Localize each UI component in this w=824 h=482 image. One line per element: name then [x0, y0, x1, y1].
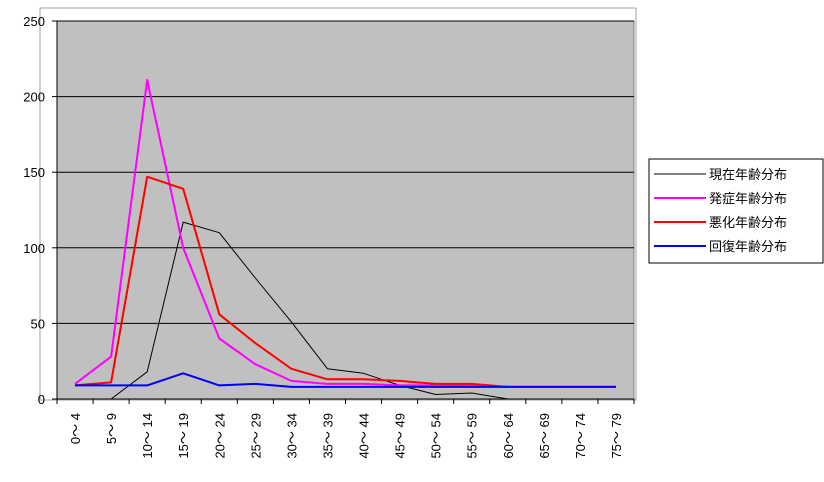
legend-label: 回復年齢分布	[709, 239, 787, 255]
y-tick-label: 0	[38, 392, 45, 407]
y-tick-label: 250	[23, 14, 45, 29]
chart-border	[39, 7, 637, 401]
x-tick-label: 5～ 9	[104, 413, 119, 444]
x-tick-label: 10～ 14	[140, 413, 155, 459]
x-tick-label: 60～ 64	[501, 413, 516, 459]
x-tick-label: 25～ 29	[248, 413, 263, 459]
x-tick-label: 30～ 34	[284, 413, 299, 459]
series-line-4	[75, 372, 616, 388]
y-tick-label: 50	[31, 316, 45, 331]
x-tick-label: 20～ 24	[212, 413, 227, 459]
plot-area	[56, 20, 635, 400]
x-tick-label: 35～ 39	[320, 413, 335, 459]
y-tick-label: 200	[23, 90, 45, 105]
x-tick-label: 50～ 54	[429, 413, 444, 459]
y-tick-label: 150	[23, 165, 45, 180]
x-tick-label: 65～ 69	[537, 413, 552, 459]
legend-label: 発症年齢分布	[709, 192, 787, 207]
gridlines	[39, 7, 637, 401]
legend-label: 悪化年齢分布	[709, 216, 787, 231]
x-tick-label: 15～ 19	[176, 413, 191, 459]
x-tick-label: 70～ 74	[573, 413, 588, 459]
x-tick-label: 0～ 4	[68, 413, 83, 444]
series-line-1	[75, 221, 616, 400]
x-tick-label: 45～ 49	[393, 413, 408, 459]
series-lines	[74, 79, 616, 400]
x-axis: 0～ 4 5～ 9 10～ 14 15～ 19 20～ 24 25～ 29 30～ 34 35…	[56, 398, 635, 459]
y-tick-label: 100	[23, 241, 45, 256]
y-axis: 0 50 100 150 200 250	[23, 14, 58, 407]
legend-label: 現在年齢分布	[709, 168, 787, 183]
x-tick-label: 55～ 59	[465, 413, 480, 459]
x-tick-label: 75～ 79	[609, 413, 624, 459]
x-tick-label: 40～ 44	[357, 413, 372, 459]
